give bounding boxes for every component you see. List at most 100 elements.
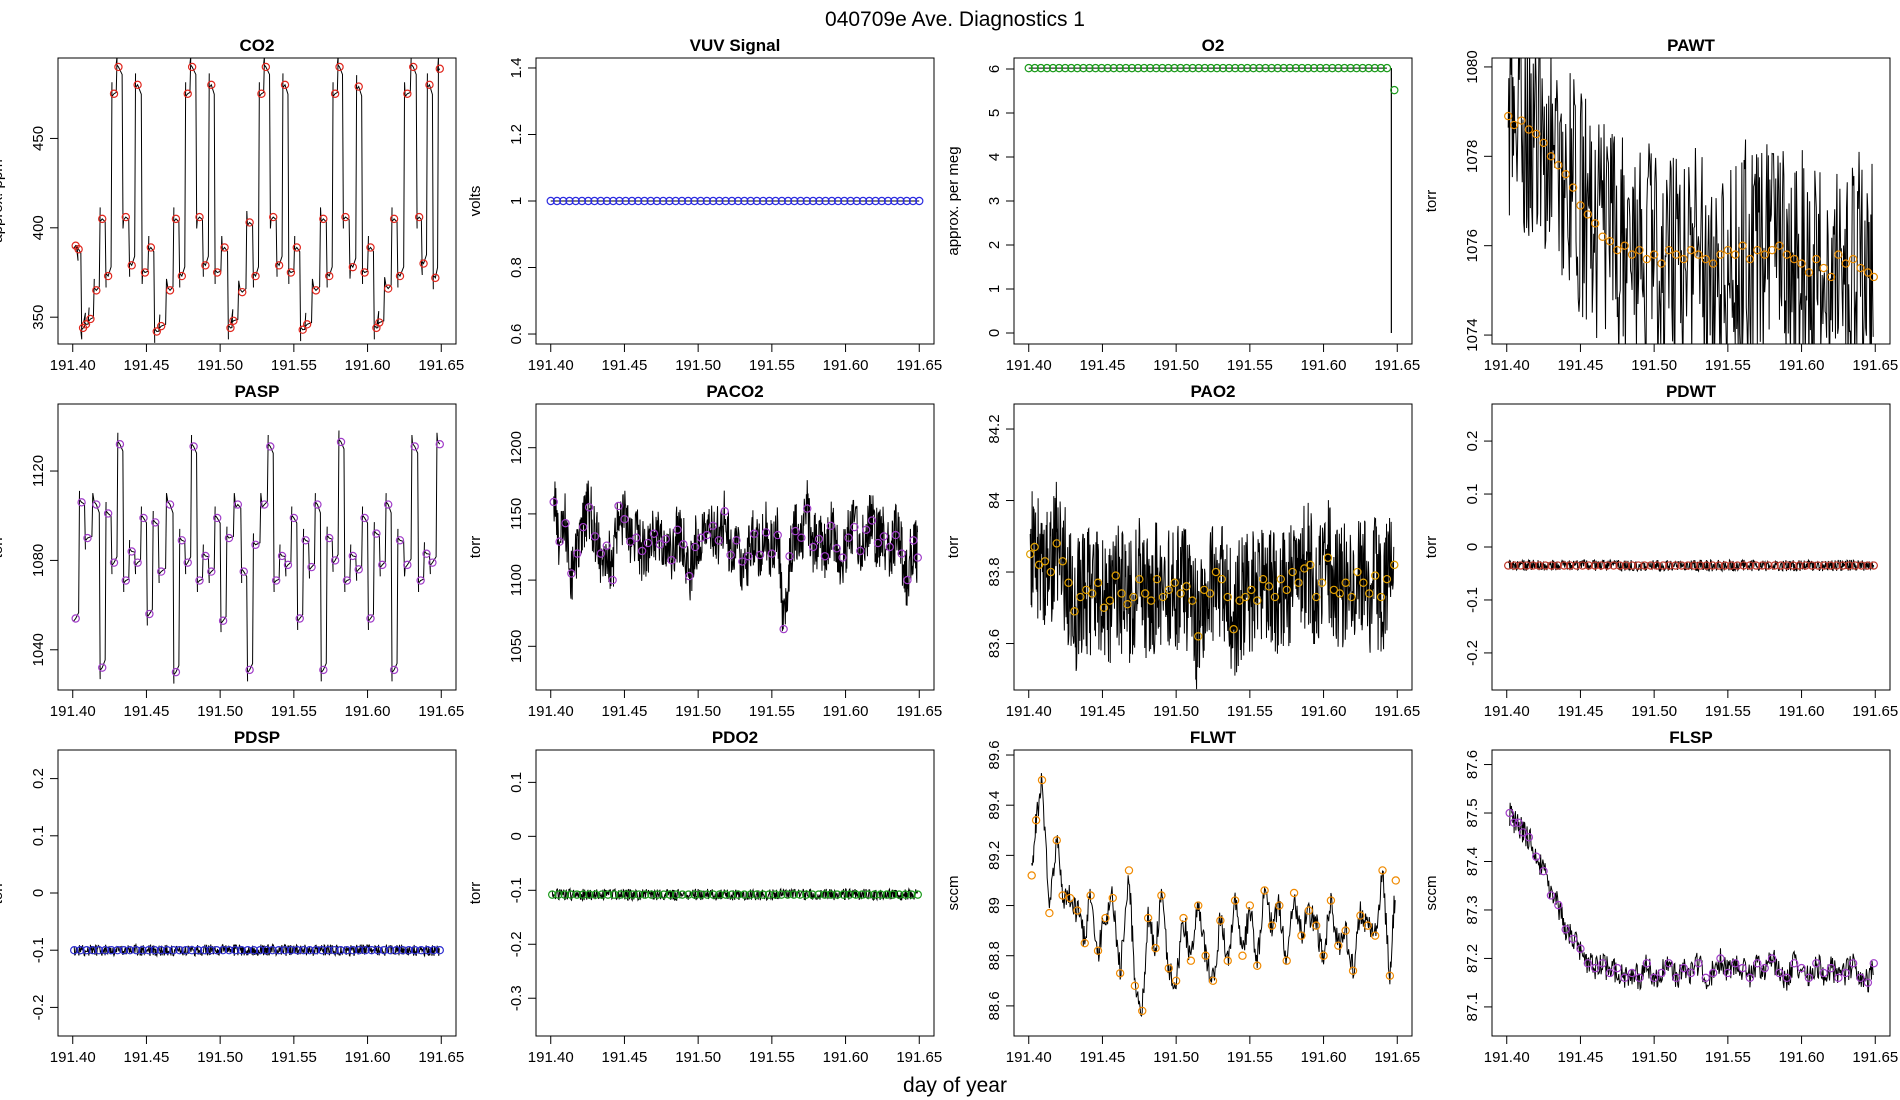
- plot-area: [1504, 558, 1878, 573]
- data-point: [773, 530, 782, 540]
- data-point: [577, 196, 587, 206]
- data-point: [1297, 63, 1307, 73]
- x-tick-label: 191.60: [1779, 1049, 1825, 1066]
- data-point: [732, 536, 741, 545]
- data-point: [1230, 63, 1240, 73]
- data-point: [755, 550, 765, 560]
- data-point: [319, 665, 328, 675]
- data-point: [1856, 263, 1865, 273]
- y-tick-label: 1080: [30, 544, 47, 577]
- data-point: [702, 890, 712, 899]
- data-point: [1052, 836, 1061, 845]
- data-point: [902, 196, 911, 206]
- data-point: [727, 196, 737, 206]
- data-point: [1554, 161, 1563, 170]
- series-trace: [553, 480, 918, 632]
- data-point: [1223, 956, 1232, 965]
- y-axis-label: torr: [1423, 190, 1440, 213]
- data-point: [1326, 896, 1336, 905]
- data-point: [1103, 63, 1112, 73]
- data-point: [1273, 63, 1282, 73]
- data-point: [1635, 973, 1644, 983]
- data-point: [1716, 954, 1725, 963]
- data-point: [785, 552, 794, 561]
- data-point: [1139, 63, 1149, 73]
- plot-area: [1504, 58, 1878, 344]
- data-point: [1060, 63, 1070, 73]
- data-point: [1649, 973, 1659, 983]
- data-point: [758, 196, 768, 206]
- x-tick-label: 191.40: [50, 703, 96, 720]
- data-point: [1708, 259, 1718, 268]
- x-tick-label: 191.55: [749, 357, 795, 374]
- data-point: [865, 196, 874, 206]
- data-point: [649, 529, 659, 538]
- data-point: [877, 196, 886, 206]
- data-point: [251, 271, 260, 281]
- y-tick-label: -0.2: [30, 994, 47, 1020]
- data-point: [1255, 63, 1264, 73]
- data-point: [313, 500, 322, 509]
- data-point: [1672, 250, 1681, 259]
- data-point: [1347, 592, 1356, 602]
- plot-area: [1027, 773, 1400, 1017]
- data-point: [585, 890, 594, 899]
- x-tick-label: 191.55: [1227, 1049, 1273, 1066]
- data-point: [696, 196, 705, 206]
- data-point: [1099, 603, 1109, 612]
- data-point: [325, 533, 334, 543]
- plot-area: [549, 480, 922, 634]
- x-tick-label: 191.60: [345, 703, 391, 720]
- data-point: [1249, 63, 1258, 73]
- panel-grid: CO2 approx. ppm 191.40 191.45 191.50 191.55 19…: [0, 36, 1898, 1066]
- data-point: [614, 501, 623, 511]
- data-point: [684, 890, 693, 899]
- data-point: [409, 62, 418, 72]
- data-point: [1370, 571, 1380, 580]
- data-point: [708, 196, 718, 206]
- x-tick-label: 191.50: [1631, 1049, 1677, 1066]
- data-point: [1509, 120, 1519, 130]
- panel-title: CO2: [240, 36, 275, 55]
- data-point: [1352, 63, 1361, 73]
- data-point: [1085, 63, 1094, 73]
- data-point: [1260, 886, 1269, 895]
- data-point: [107, 946, 116, 955]
- data-point: [726, 550, 735, 560]
- data-point: [838, 553, 847, 562]
- data-point: [1390, 85, 1399, 95]
- data-point: [1335, 589, 1344, 598]
- x-tick-label: 191.60: [1779, 703, 1825, 720]
- data-point: [1157, 891, 1166, 900]
- y-tick-label: 1040: [30, 633, 47, 666]
- y-tick-label: 88.8: [986, 941, 1003, 970]
- data-point: [1832, 561, 1841, 570]
- data-point: [1080, 938, 1089, 948]
- data-point: [673, 525, 682, 534]
- data-point: [286, 946, 296, 955]
- y-tick-label: 0.2: [1464, 431, 1481, 452]
- data-point: [1807, 561, 1817, 570]
- data-point: [1303, 63, 1313, 73]
- x-tick-label: 191.40: [1006, 357, 1052, 374]
- y-tick-label: 84: [986, 492, 1003, 509]
- data-point: [826, 521, 836, 531]
- plot-area: [1024, 63, 1399, 333]
- y-tick-label: 1: [986, 285, 1003, 293]
- data-point: [1770, 561, 1779, 570]
- data-point: [808, 890, 817, 899]
- data-point: [1738, 241, 1747, 250]
- data-point: [1199, 585, 1209, 595]
- y-axis-label: sccm: [945, 876, 962, 911]
- data-point: [1218, 63, 1228, 73]
- data-point: [1334, 63, 1343, 73]
- data-point: [1304, 906, 1314, 915]
- data-point: [1306, 560, 1315, 570]
- series-trace: [73, 942, 441, 958]
- data-point: [403, 89, 412, 98]
- data-point: [1751, 561, 1761, 570]
- data-point: [435, 440, 444, 449]
- plot-frame: [57, 403, 457, 691]
- x-tick-label: 191.45: [1557, 703, 1603, 720]
